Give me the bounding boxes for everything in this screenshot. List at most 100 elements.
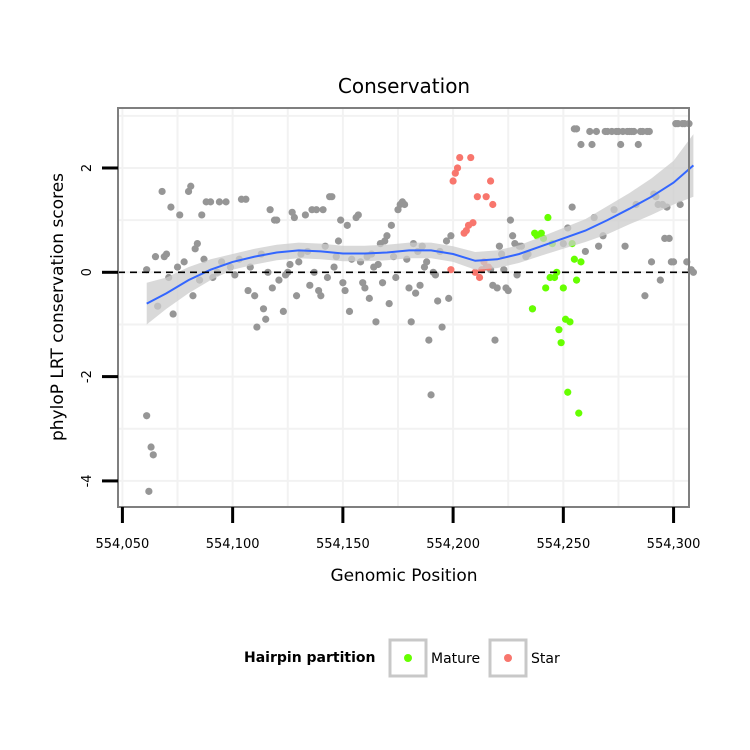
point-other (372, 318, 380, 326)
point-mature (559, 284, 567, 292)
point-other (187, 182, 195, 190)
point-other (634, 140, 642, 149)
point-other (592, 127, 601, 136)
x-tick-label: 554,050 (96, 537, 150, 552)
point-other (621, 242, 629, 250)
point-other (572, 125, 581, 133)
point-other (244, 286, 252, 295)
point-other (337, 216, 345, 224)
point-other (169, 310, 177, 318)
y-tick-label: 2 (80, 164, 95, 172)
point-other (385, 299, 393, 308)
point-star (469, 219, 477, 227)
plot-panel: 554,050 554,100 554,150 554,200 554,250 554,3… (80, 107, 701, 552)
point-other (231, 271, 239, 279)
legend-label-mature: Mature (431, 651, 480, 667)
point-star (449, 177, 457, 185)
point-mature (555, 326, 563, 334)
point-other (374, 260, 382, 269)
x-tick-label: 554,250 (536, 537, 590, 552)
smooth-line (146, 164, 695, 305)
point-other (595, 242, 603, 250)
point-other (665, 234, 673, 242)
point-other (330, 263, 338, 271)
point-other (215, 198, 224, 206)
point-other (222, 198, 230, 206)
point-star (453, 164, 462, 172)
point-other (323, 273, 332, 282)
point-other (173, 263, 182, 271)
point-mature (566, 318, 574, 326)
point-other (676, 200, 684, 209)
point-other (167, 203, 175, 211)
point-other (506, 216, 515, 224)
point-other (176, 211, 184, 219)
point-other (341, 286, 349, 295)
y-tick-label: 0 (80, 268, 95, 276)
smooth-confidence-band (146, 134, 694, 325)
point-other (431, 271, 440, 279)
chart-title: Conservation (338, 74, 470, 98)
point-other (253, 323, 261, 331)
point-star (482, 193, 490, 201)
point-star (471, 268, 479, 276)
point-mature (528, 305, 537, 313)
point-other (401, 200, 409, 209)
legend-title: Hairpin partition (244, 650, 375, 666)
legend-label-star: Star (531, 651, 560, 667)
point-other (383, 232, 391, 240)
panel-border (117, 107, 690, 508)
point-other (495, 242, 504, 250)
point-other (617, 140, 625, 149)
point-other (577, 140, 585, 149)
point-other (405, 284, 413, 292)
point-other (365, 294, 373, 302)
point-other (630, 127, 638, 136)
point-other (641, 292, 649, 300)
y-tick-label: -2 (80, 370, 95, 383)
point-other (354, 211, 362, 219)
point-other (145, 487, 153, 495)
point-other (158, 187, 166, 196)
point-other (343, 221, 351, 229)
point-other (301, 211, 309, 219)
legend-key-star-box (488, 638, 528, 678)
point-star (475, 273, 484, 282)
point-star (467, 153, 475, 162)
x-tick-label: 554,200 (426, 537, 480, 552)
point-other (286, 260, 294, 269)
point-other (423, 258, 431, 266)
point-other (317, 292, 325, 300)
point-other (647, 258, 656, 266)
point-other (434, 297, 442, 305)
point-other (412, 289, 420, 297)
point-other (345, 307, 354, 316)
point-other (378, 279, 387, 287)
point-other (513, 271, 521, 279)
point-other (669, 258, 678, 266)
point-star (473, 193, 481, 201)
panel-background (118, 108, 689, 507)
point-other (251, 292, 259, 300)
point-mature (570, 255, 578, 263)
point-other (500, 266, 508, 274)
point-mature (572, 276, 581, 284)
point-other (645, 127, 653, 136)
y-axis-label: phyloP LRT conservation scores (48, 173, 68, 441)
point-other (193, 240, 201, 248)
point-other (266, 206, 274, 214)
legend: Hairpin partition Mature Star (244, 638, 560, 678)
point-mature (575, 409, 583, 417)
point-star (486, 177, 495, 185)
point-other (328, 193, 336, 201)
point-other (242, 195, 250, 203)
point-star (489, 200, 497, 209)
x-tick-label: 554,300 (647, 537, 701, 552)
point-other (425, 336, 433, 344)
point-other (147, 443, 155, 451)
x-tick-label: 554,100 (206, 537, 260, 552)
point-other (504, 286, 512, 295)
point-other (438, 323, 446, 331)
point-other (143, 266, 151, 274)
